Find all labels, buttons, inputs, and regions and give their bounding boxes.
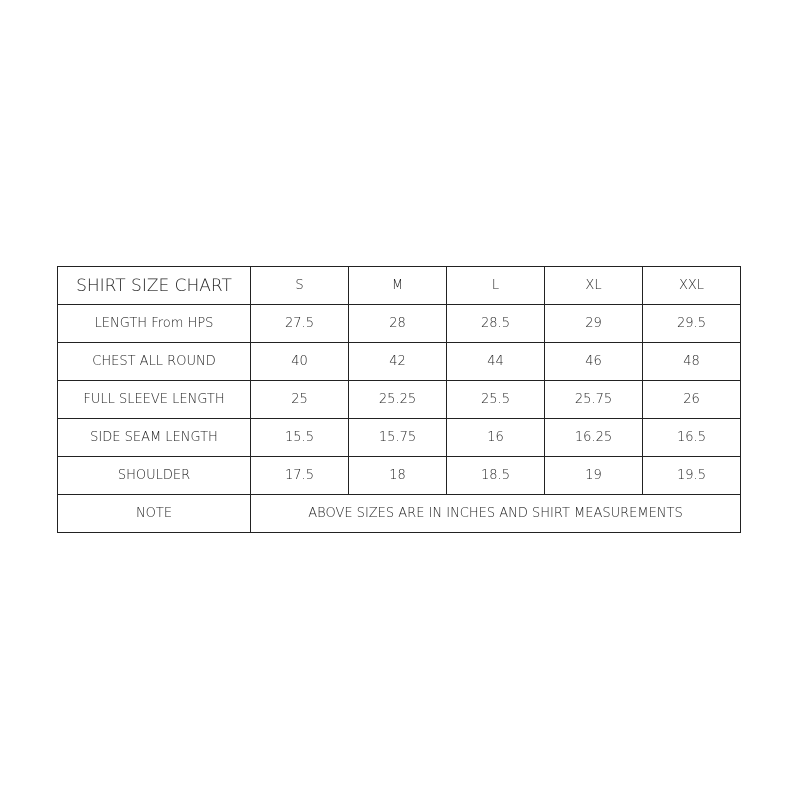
measurement-cell: 26	[642, 380, 741, 419]
table-row: FULL SLEEVE LENGTH 25 25.25 25.5 25.75 26	[57, 380, 741, 419]
table-row: CHEST ALL ROUND 40 42 44 46 48	[57, 342, 741, 381]
note-row: NOTE ABOVE SIZES ARE IN INCHES AND SHIRT …	[57, 494, 741, 533]
measurement-cell: 18	[348, 456, 447, 495]
row-label: CHEST ALL ROUND	[57, 342, 251, 381]
note-label: NOTE	[57, 494, 251, 533]
row-label: LENGTH From HPS	[57, 304, 251, 343]
measurement-cell: 46	[544, 342, 643, 381]
measurement-cell: 25.75	[544, 380, 643, 419]
measurement-cell: 19.5	[642, 456, 741, 495]
note-text: ABOVE SIZES ARE IN INCHES AND SHIRT MEAS…	[250, 494, 741, 533]
row-label: SIDE SEAM LENGTH	[57, 418, 251, 457]
size-header: XXL	[642, 266, 741, 305]
row-label: SHOULDER	[57, 456, 251, 495]
size-header: M	[348, 266, 447, 305]
measurement-cell: 29	[544, 304, 643, 343]
measurement-cell: 25.5	[446, 380, 545, 419]
measurement-cell: 16.5	[642, 418, 741, 457]
chart-title: SHIRT SIZE CHART	[57, 266, 251, 305]
size-header: L	[446, 266, 545, 305]
measurement-cell: 28.5	[446, 304, 545, 343]
measurement-cell: 16	[446, 418, 545, 457]
measurement-cell: 40	[250, 342, 349, 381]
table-row: SIDE SEAM LENGTH 15.5 15.75 16 16.25 16.5	[57, 418, 741, 457]
measurement-cell: 19	[544, 456, 643, 495]
measurement-cell: 42	[348, 342, 447, 381]
measurement-cell: 25	[250, 380, 349, 419]
measurement-cell: 25.25	[348, 380, 447, 419]
table-row: LENGTH From HPS 27.5 28 28.5 29 29.5	[57, 304, 741, 343]
measurement-cell: 28	[348, 304, 447, 343]
header-row: SHIRT SIZE CHART S M L XL XXL	[57, 266, 741, 305]
measurement-cell: 15.5	[250, 418, 349, 457]
size-header: S	[250, 266, 349, 305]
measurement-cell: 18.5	[446, 456, 545, 495]
row-label: FULL SLEEVE LENGTH	[57, 380, 251, 419]
measurement-cell: 48	[642, 342, 741, 381]
measurement-cell: 15.75	[348, 418, 447, 457]
measurement-cell: 27.5	[250, 304, 349, 343]
measurement-cell: 17.5	[250, 456, 349, 495]
size-chart-table: SHIRT SIZE CHART S M L XL XXL LENGTH Fro…	[57, 266, 741, 533]
measurement-cell: 16.25	[544, 418, 643, 457]
size-header: XL	[544, 266, 643, 305]
measurement-cell: 29.5	[642, 304, 741, 343]
measurement-cell: 44	[446, 342, 545, 381]
table-row: SHOULDER 17.5 18 18.5 19 19.5	[57, 456, 741, 495]
